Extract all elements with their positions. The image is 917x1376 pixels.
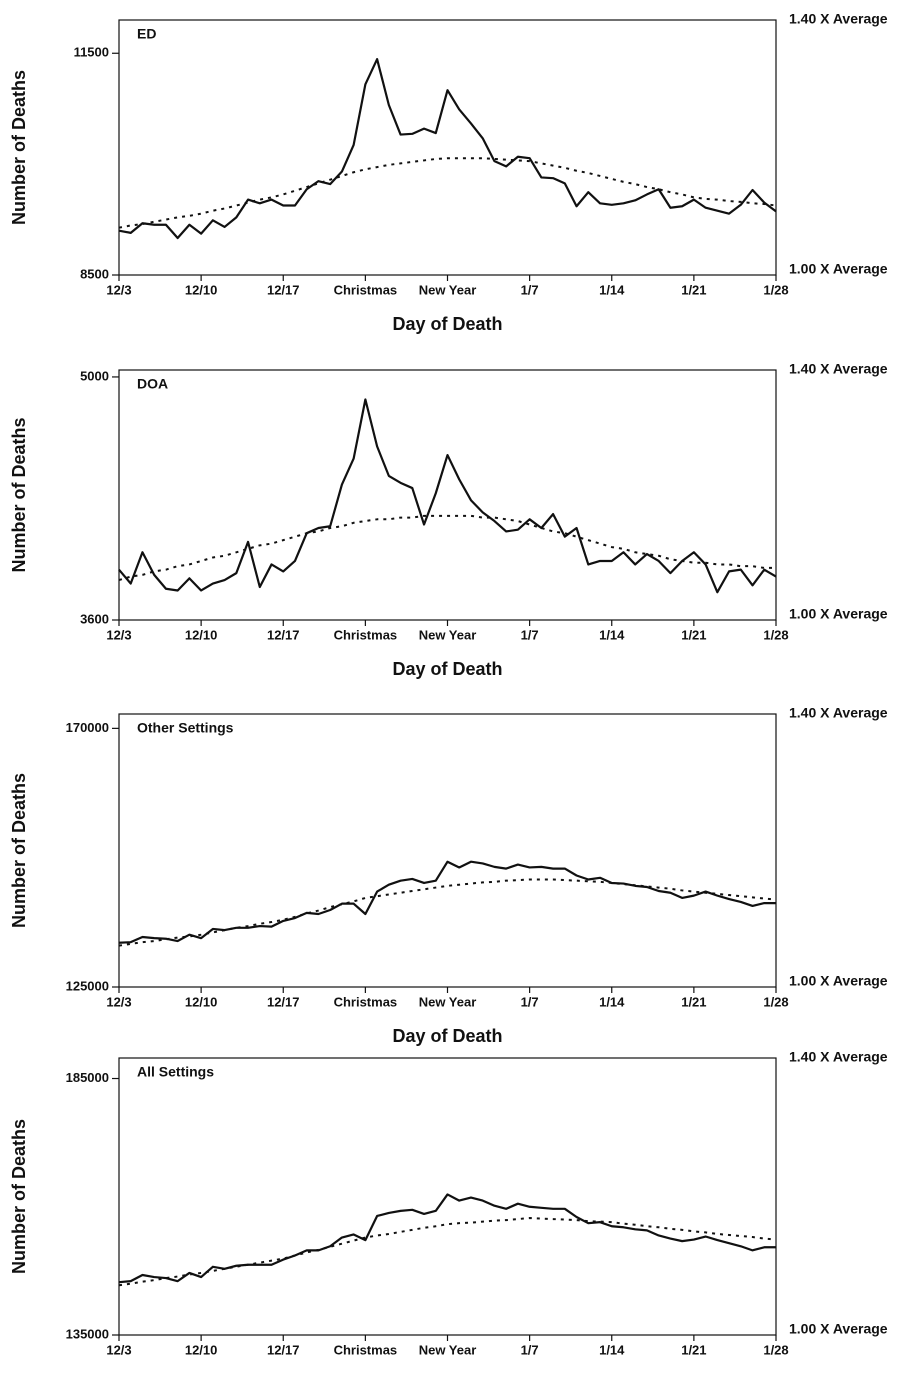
observed-line [118,860,776,944]
y-axis-title: Number of Deaths [9,70,29,225]
y-tick-label: 170000 [66,720,109,735]
x-tick-label: 12/3 [106,627,131,642]
y2-tick-label: 1.40 X Average [789,1049,888,1065]
plot-frame [118,713,777,988]
x-axis-title: Day of Death [392,659,502,679]
x-tick-label: 12/3 [106,1342,131,1357]
x-tick-label: 1/28 [763,282,788,297]
y2-tick-label: 1.00 X Average [789,1321,888,1337]
x-tick-label: 12/17 [267,994,300,1009]
x-tick-label: New Year [419,1342,477,1357]
x-tick-label: 12/17 [267,627,300,642]
y-tick-label: 11500 [74,45,109,60]
x-tick-label: 12/10 [185,627,218,642]
y-axis-title: Number of Deaths [9,417,29,572]
y-tick-label: 185000 [66,1070,109,1085]
x-tick-label: New Year [419,994,477,1009]
y2-tick-label: 1.40 X Average [789,705,888,721]
x-tick-label: 1/28 [763,1342,788,1357]
x-tick-label: 12/10 [185,1342,218,1357]
x-axis-title: Day of Death [392,314,502,334]
y2-tick-label: 1.00 X Average [789,606,888,622]
x-tick-label: 1/21 [681,282,706,297]
x-tick-label: 1/7 [521,282,539,297]
panel-title: Other Settings [137,720,234,736]
x-tick-label: 1/21 [681,627,706,642]
x-tick-label: Christmas [334,1342,398,1357]
expected-line [118,514,776,582]
x-tick-label: 1/21 [681,1342,706,1357]
y2-tick-label: 1.00 X Average [789,973,888,989]
x-tick-label: 1/28 [763,994,788,1009]
y2-tick-label: 1.40 X Average [789,11,888,27]
x-tick-label: 1/14 [599,627,625,642]
y-tick-label: 125000 [66,978,109,993]
x-tick-label: 12/17 [267,282,300,297]
y-tick-label: 8500 [80,266,109,281]
x-tick-label: New Year [419,282,477,297]
observed-line [118,398,777,594]
panel-title: DOA [137,376,168,392]
x-tick-label: Christmas [334,282,398,297]
y2-tick-label: 1.40 X Average [789,361,888,377]
x-tick-label: 1/14 [599,282,625,297]
x-tick-label: 1/7 [521,1342,539,1357]
panel-title: All Settings [137,1064,214,1080]
x-tick-label: 1/7 [521,627,539,642]
x-tick-label: 1/7 [521,994,539,1009]
x-tick-label: 12/17 [267,1342,300,1357]
x-tick-label: New Year [419,627,477,642]
x-tick-label: 1/14 [599,994,625,1009]
x-tick-label: 12/3 [106,282,131,297]
y-tick-label: 135000 [66,1326,109,1341]
x-tick-label: 1/14 [599,1342,625,1357]
x-tick-label: 1/28 [763,627,788,642]
expected-line [118,157,777,229]
expected-line [118,1217,777,1287]
y-axis-title: Number of Deaths [9,1119,29,1274]
y-tick-label: 3600 [80,611,109,626]
y2-tick-label: 1.00 X Average [789,261,888,277]
plot-frame [118,19,777,276]
plot-frame [118,1057,777,1336]
x-tick-label: 12/10 [185,994,218,1009]
observed-line [118,1193,776,1284]
y-axis-title: Number of Deaths [9,773,29,928]
x-tick-label: 12/3 [106,994,131,1009]
x-tick-label: Christmas [334,994,398,1009]
x-axis-title: Day of Death [392,1026,502,1046]
expected-line [118,878,777,947]
x-tick-label: 12/10 [185,282,218,297]
observed-line [118,58,777,240]
panel-title: ED [137,26,156,42]
y-tick-label: 5000 [80,368,109,383]
x-tick-label: 1/21 [681,994,706,1009]
x-tick-label: Christmas [334,627,398,642]
